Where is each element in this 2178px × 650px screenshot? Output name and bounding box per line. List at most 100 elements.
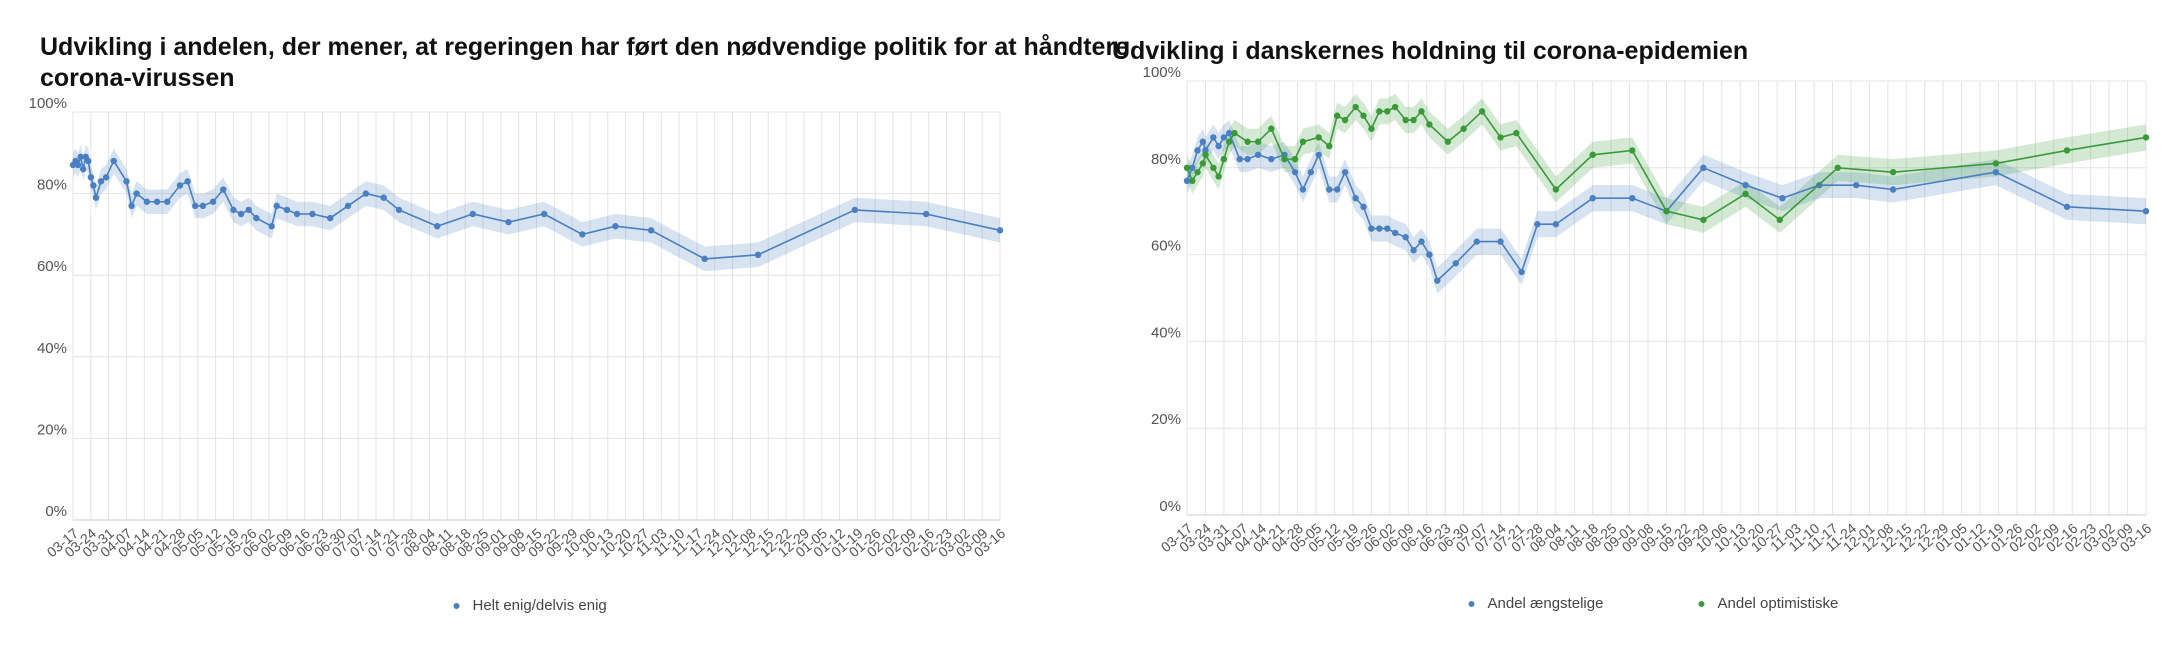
y-tick-label: 60%: [1151, 238, 1181, 255]
point: [380, 194, 387, 201]
point: [85, 157, 92, 165]
point: [1497, 238, 1504, 245]
point: [1254, 138, 1262, 145]
point: [309, 210, 316, 218]
point: [1236, 155, 1243, 163]
point: [273, 202, 280, 210]
point: [1663, 208, 1670, 215]
point: [164, 198, 171, 205]
point: [1534, 221, 1541, 228]
point: [1189, 177, 1196, 185]
point: [1291, 168, 1299, 176]
point: [1360, 112, 1367, 119]
point: [505, 218, 512, 226]
point: [1220, 134, 1228, 141]
point: [701, 255, 708, 263]
point: [1552, 186, 1560, 193]
confidence-band: [1187, 94, 2146, 233]
point: [1418, 108, 1425, 115]
point: [996, 227, 1004, 234]
point: [1384, 108, 1391, 115]
point: [1452, 260, 1459, 267]
point: [1497, 134, 1504, 141]
point: [1231, 129, 1238, 137]
point: [1244, 155, 1251, 163]
point: [237, 210, 245, 218]
legend-label: Andel optimistiske: [1718, 595, 1839, 612]
point: [1513, 129, 1520, 137]
point: [90, 182, 97, 189]
legend-label: Helt enig/delvis enig: [473, 597, 607, 614]
point: [1402, 116, 1409, 124]
chart-title: Udvikling i danskernes holdning til coro…: [1112, 37, 1749, 65]
point: [1341, 168, 1349, 176]
point: [1852, 181, 1860, 189]
point: [1700, 164, 1707, 171]
point: [1215, 173, 1222, 180]
point: [1518, 268, 1525, 276]
point: [199, 202, 207, 210]
point: [1268, 155, 1275, 163]
point: [1742, 190, 1749, 198]
point: [128, 202, 135, 210]
point: [1376, 108, 1383, 115]
point: [245, 206, 252, 214]
legend-marker: [1468, 601, 1475, 607]
point: [1834, 164, 1841, 171]
point: [79, 165, 87, 173]
point: [1368, 225, 1375, 232]
point: [1333, 112, 1341, 119]
point: [1376, 225, 1383, 232]
point: [153, 198, 161, 205]
point: [209, 198, 217, 205]
point: [395, 206, 403, 214]
point: [1478, 108, 1486, 115]
point: [220, 186, 227, 193]
point: [1220, 155, 1228, 163]
point: [1183, 177, 1191, 185]
point: [1418, 238, 1425, 245]
point: [922, 210, 930, 218]
point: [647, 227, 655, 234]
point: [1889, 186, 1897, 193]
chart-title: Udvikling i andelen, der mener, at reger…: [40, 33, 1130, 92]
y-tick-label: 20%: [37, 421, 67, 438]
point: [1700, 216, 1707, 224]
point: [176, 182, 184, 189]
point: [1268, 125, 1275, 132]
point: [1352, 103, 1359, 111]
point: [92, 194, 100, 201]
y-tick-label: 60%: [37, 258, 67, 275]
point: [1889, 168, 1897, 176]
point: [1244, 138, 1251, 145]
point: [612, 223, 619, 230]
point: [268, 223, 275, 230]
y-tick-label: 100%: [29, 95, 67, 112]
point: [540, 210, 548, 218]
point: [1629, 194, 1636, 202]
point: [77, 153, 84, 161]
point: [1410, 116, 1417, 124]
point: [1589, 194, 1596, 202]
point: [1281, 155, 1288, 163]
legend-marker: [453, 603, 460, 609]
point: [1742, 181, 1749, 189]
point: [1199, 160, 1207, 167]
y-tick-label: 20%: [1151, 411, 1181, 428]
point: [469, 210, 477, 218]
point: [2142, 134, 2150, 141]
point: [1202, 151, 1209, 158]
legend-marker: [1698, 601, 1705, 607]
point: [110, 157, 117, 165]
point: [433, 223, 441, 230]
y-tick-label: 80%: [37, 177, 67, 194]
point: [1194, 168, 1201, 176]
legend-label: Andel ængstelige: [1488, 595, 1604, 612]
point: [1225, 138, 1233, 145]
y-tick-label: 0%: [45, 503, 67, 520]
point: [97, 178, 105, 185]
point: [230, 206, 237, 214]
point: [1552, 221, 1560, 228]
point: [754, 251, 762, 258]
